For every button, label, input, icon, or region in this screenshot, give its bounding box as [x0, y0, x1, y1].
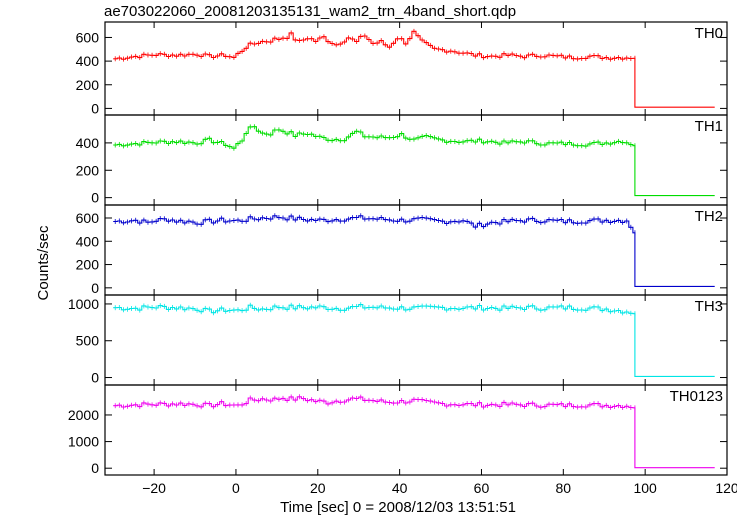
panel-th1: 0 200 400 TH1 — [76, 114, 728, 206]
y-tick-label: 200 — [76, 257, 100, 273]
panel-frame-th3 — [104, 294, 728, 386]
panel-label-th3: TH3 — [695, 298, 723, 315]
y-tick-label: 0 — [91, 280, 99, 296]
y-tick-label: 400 — [76, 135, 100, 151]
x-tick-label: 120 — [715, 480, 737, 496]
y-tick-label: 600 — [76, 210, 100, 226]
y-tick-label: 0 — [91, 100, 99, 116]
x-tick-label: −20 — [142, 480, 166, 496]
series-line-th0123 — [113, 396, 715, 469]
y-axis-label: Counts/sec — [35, 225, 52, 301]
panel-label-th0: TH0 — [695, 25, 723, 42]
series-line-th3 — [113, 304, 715, 377]
y-tick-label: 500 — [76, 333, 100, 349]
panel-th0: 0 200 400 600 TH0 — [76, 21, 728, 116]
panel-th2: 0 200 400 600 TH2 — [76, 204, 728, 296]
x-tick-label: 40 — [392, 480, 408, 496]
x-axis: −20 0 20 40 60 80 100 120 — [142, 480, 737, 496]
x-tick-label: 20 — [310, 480, 326, 496]
series-line-th1 — [113, 126, 715, 197]
panel-th3: 0 500 1000 TH3 — [68, 294, 728, 386]
panel-label-th1: TH1 — [695, 118, 723, 135]
y-tick-label: 0 — [91, 190, 99, 206]
y-tick-label: 400 — [76, 53, 100, 69]
x-tick-label: 0 — [232, 480, 240, 496]
series-line-th2 — [113, 215, 715, 287]
y-tick-label: 2000 — [68, 407, 99, 423]
panel-frame-th0123 — [104, 384, 728, 476]
panel-label-th0123: TH0123 — [670, 388, 723, 405]
panel-th0123: 0 1000 2000 TH0123 — [68, 384, 728, 476]
x-tick-label: 60 — [474, 480, 490, 496]
y-tick-label: 0 — [91, 370, 99, 386]
y-tick-label: 600 — [76, 29, 100, 45]
y-tick-label: 1000 — [68, 296, 99, 312]
y-tick-label: 400 — [76, 233, 100, 249]
series-line-th0 — [113, 30, 715, 108]
panels-layer: 0 200 400 600 TH0 0 200 400 TH1 0 200 400 600 TH2 0 500… — [68, 21, 728, 476]
chart-title: ae703022060_20081203135131_wam2_trn_4ban… — [104, 3, 517, 20]
y-tick-label: 200 — [76, 162, 100, 178]
y-tick-label: 1000 — [68, 434, 99, 450]
panel-label-th2: TH2 — [695, 208, 723, 225]
x-tick-label: 80 — [556, 480, 572, 496]
y-tick-label: 200 — [76, 77, 100, 93]
x-tick-label: 100 — [633, 480, 657, 496]
y-tick-label: 0 — [91, 460, 99, 476]
x-axis-label: Time [sec] 0 = 2008/12/03 13:51:51 — [280, 499, 516, 516]
panel-frame-th1 — [104, 114, 728, 206]
